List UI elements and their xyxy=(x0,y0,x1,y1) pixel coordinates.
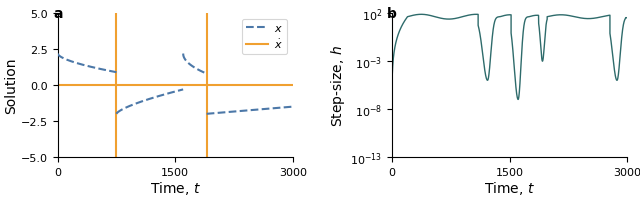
Y-axis label: Step-size, $h$: Step-size, $h$ xyxy=(330,45,348,126)
X-axis label: Time, $t$: Time, $t$ xyxy=(484,180,535,196)
X-axis label: Time, $t$: Time, $t$ xyxy=(150,180,201,196)
Text: b: b xyxy=(387,7,397,21)
Text: a: a xyxy=(53,7,62,21)
Legend: $x$, $\dot{x}$: $x$, $\dot{x}$ xyxy=(242,20,287,55)
Y-axis label: Solution: Solution xyxy=(4,58,18,114)
